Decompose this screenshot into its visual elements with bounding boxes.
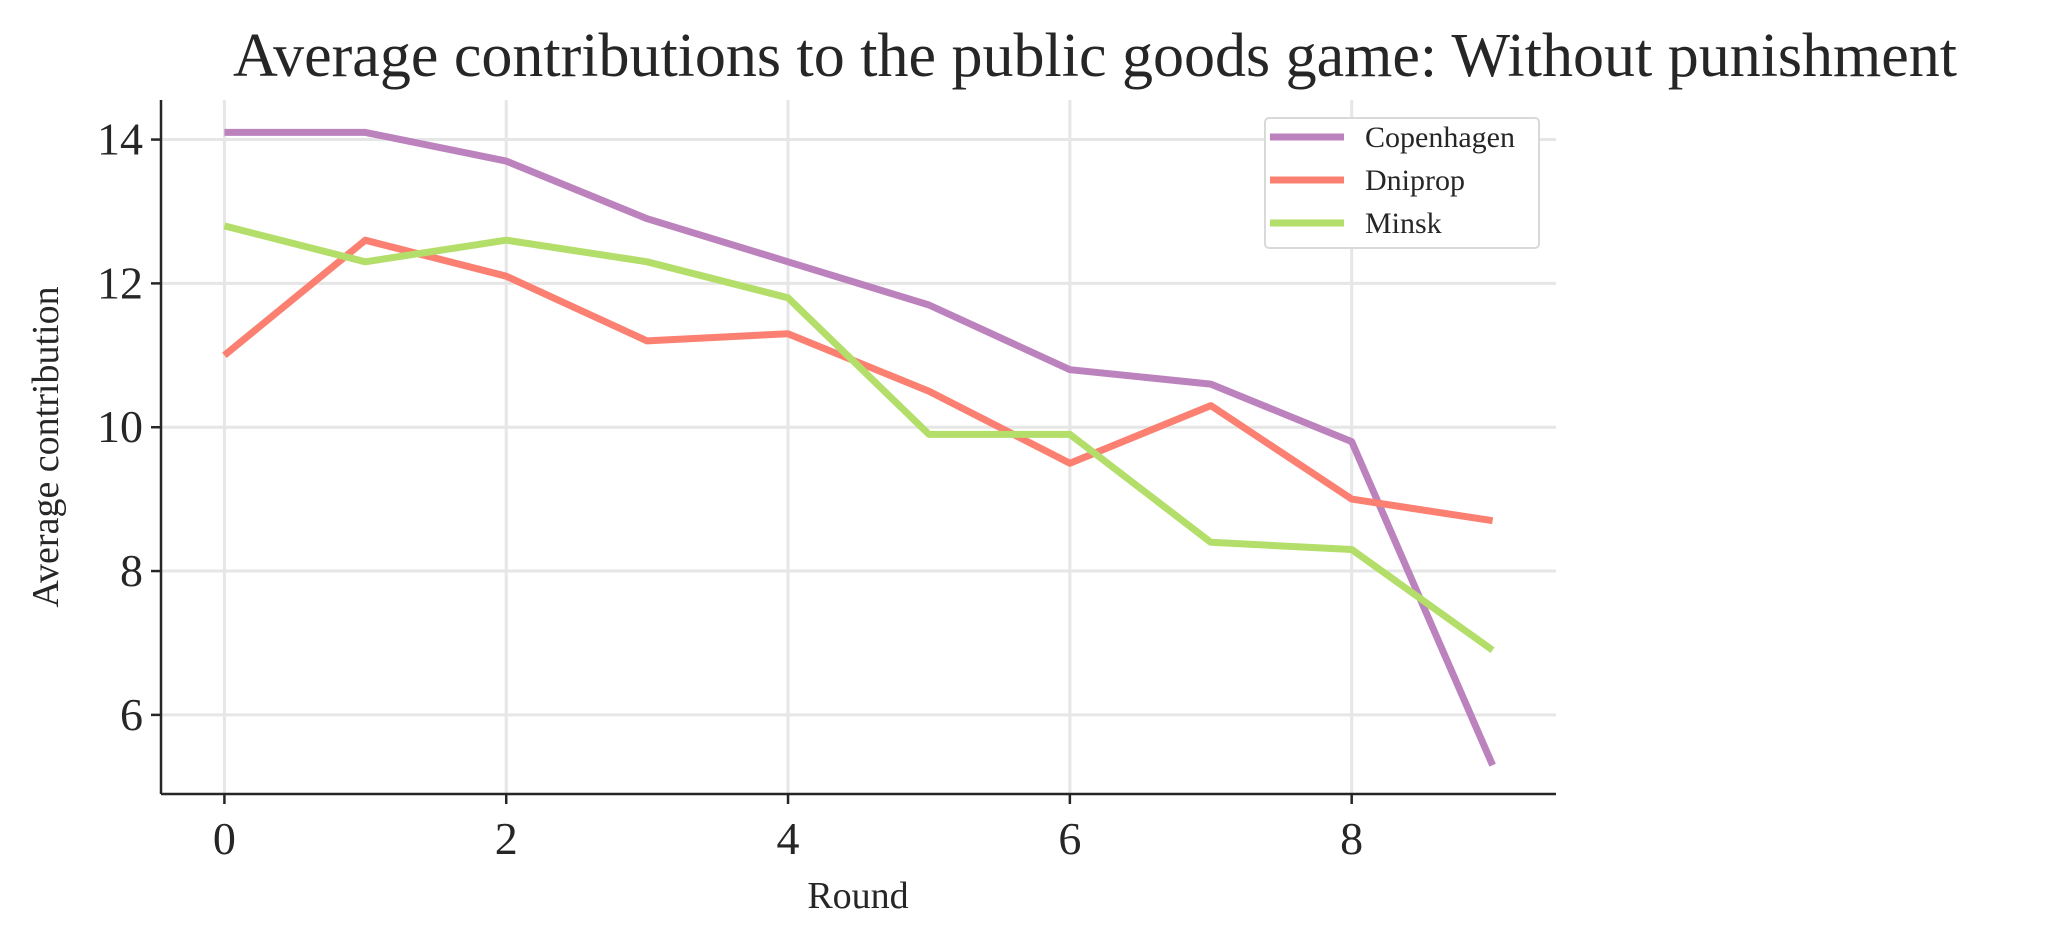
- y-tick-label: 6: [120, 689, 143, 740]
- series-lines: [222, 128, 1496, 767]
- chart-title: Average contributions to the public good…: [233, 22, 1957, 90]
- legend-label-copenhagen: Copenhagen: [1365, 121, 1515, 154]
- y-axis-label: Average contribution: [25, 286, 67, 607]
- y-tick-label: 8: [120, 545, 143, 596]
- legend: Copenhagen Dniprop Minsk: [1264, 117, 1540, 249]
- y-tick-label: 14: [97, 114, 143, 165]
- axes: [159, 100, 1556, 796]
- x-tick-label: 0: [213, 813, 236, 864]
- x-tick-label: 6: [1058, 813, 1081, 864]
- legend-frame: [1264, 117, 1540, 249]
- x-tick-label: 2: [495, 813, 518, 864]
- tick-labels: 0 2 4 6 8 6 8 10 12 14: [97, 114, 1363, 864]
- series-line-copenhagen: [224, 128, 1496, 767]
- y-tick-label: 10: [97, 401, 143, 452]
- x-axis-label: Round: [807, 875, 908, 917]
- legend-label-minsk: Minsk: [1365, 207, 1442, 240]
- legend-label-dniprop: Dniprop: [1365, 164, 1465, 197]
- series-line-minsk: [223, 222, 1495, 654]
- y-tick-label: 12: [97, 257, 143, 308]
- x-tick-label: 8: [1340, 813, 1363, 864]
- x-tick-label: 4: [777, 813, 800, 864]
